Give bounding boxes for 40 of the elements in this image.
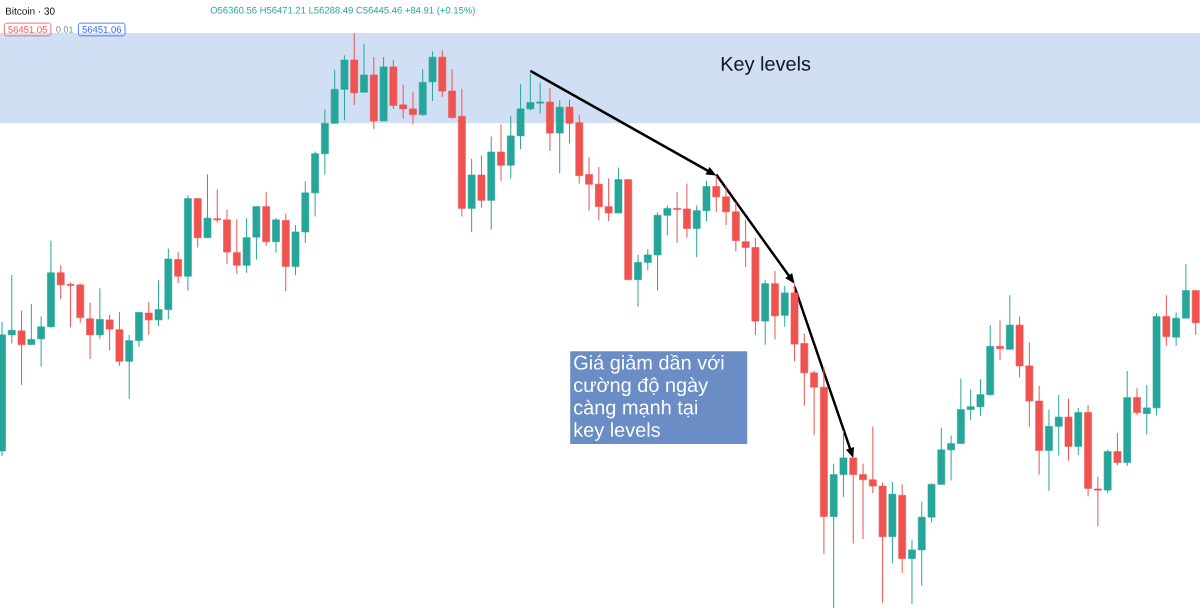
annotation: Giá giảm dần với cường độ ngày càng mạnh tại key levels xyxy=(574,354,724,441)
candlestick xyxy=(213,188,222,224)
text: 0.01 xyxy=(56,26,73,33)
candlestick xyxy=(1113,432,1122,466)
candlestick xyxy=(996,320,1004,361)
candlestick xyxy=(859,463,867,540)
candlestick xyxy=(360,43,368,93)
text: 56451.06 xyxy=(82,26,122,33)
candlestick xyxy=(780,285,789,328)
candlestick xyxy=(947,435,955,481)
candlestick xyxy=(1162,294,1171,347)
candlestick xyxy=(17,310,26,386)
candlestick xyxy=(144,301,153,336)
candlestick xyxy=(96,287,104,340)
candlestick xyxy=(908,539,916,605)
text: 56451.05 xyxy=(8,26,47,33)
candlestick xyxy=(1133,387,1141,416)
candlestick xyxy=(1172,311,1180,347)
candlestick xyxy=(272,217,280,254)
band-label: Key levels xyxy=(721,56,811,75)
candlestick xyxy=(722,184,730,226)
candlestick xyxy=(683,183,691,239)
candlestick xyxy=(125,334,134,400)
candlestick xyxy=(233,218,241,275)
text: O56360.56 H56471.21 L56288.49 C56445.46 +84.91 (+0.15%) xyxy=(210,6,475,16)
candlestick xyxy=(712,175,721,213)
candlestick xyxy=(174,251,182,284)
candlestick xyxy=(7,274,16,344)
candlestick xyxy=(409,91,417,125)
candlestick xyxy=(203,173,212,239)
candlestick xyxy=(86,302,94,360)
candlestick xyxy=(1054,394,1063,457)
chart-title: Bitcoin · 30 xyxy=(6,7,55,15)
candlestick xyxy=(585,156,593,212)
candlestick xyxy=(810,370,818,436)
candlestick xyxy=(849,457,858,545)
candlestick xyxy=(673,191,681,244)
candlestick xyxy=(1094,476,1102,527)
candlestick xyxy=(497,123,505,182)
candlestick xyxy=(634,254,642,308)
